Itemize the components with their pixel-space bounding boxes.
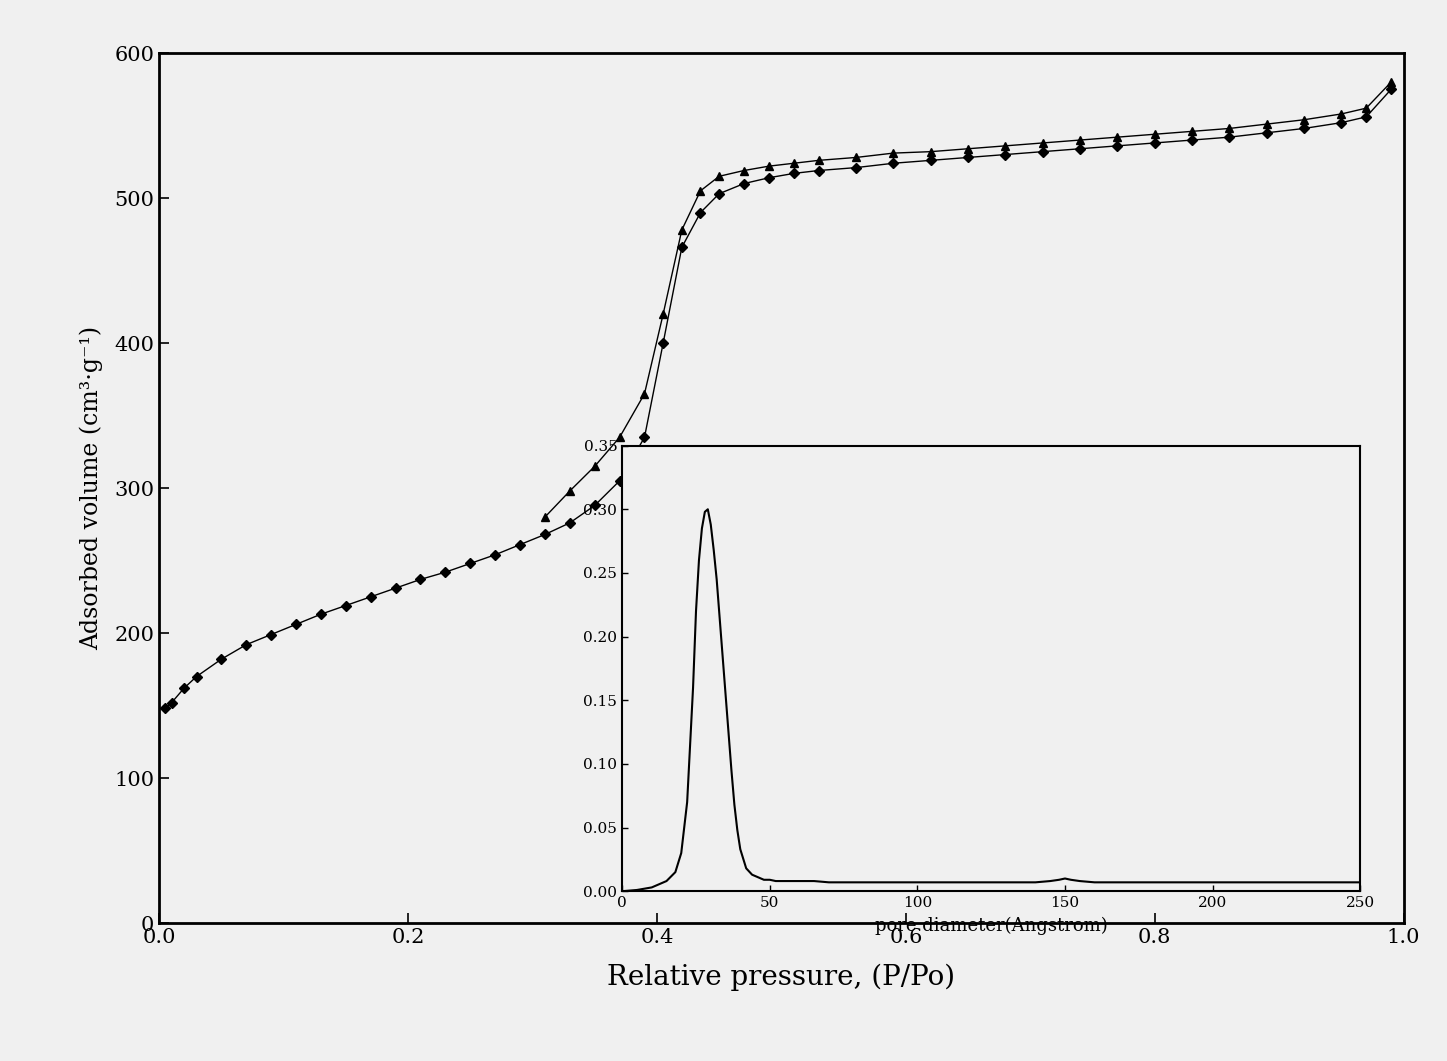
X-axis label: pore diameter(Angstrom): pore diameter(Angstrom) [875,917,1107,936]
X-axis label: Relative pressure, (P/Po): Relative pressure, (P/Po) [608,963,955,991]
Y-axis label: Adsorbed volume (cm³·g⁻¹): Adsorbed volume (cm³·g⁻¹) [80,326,103,650]
